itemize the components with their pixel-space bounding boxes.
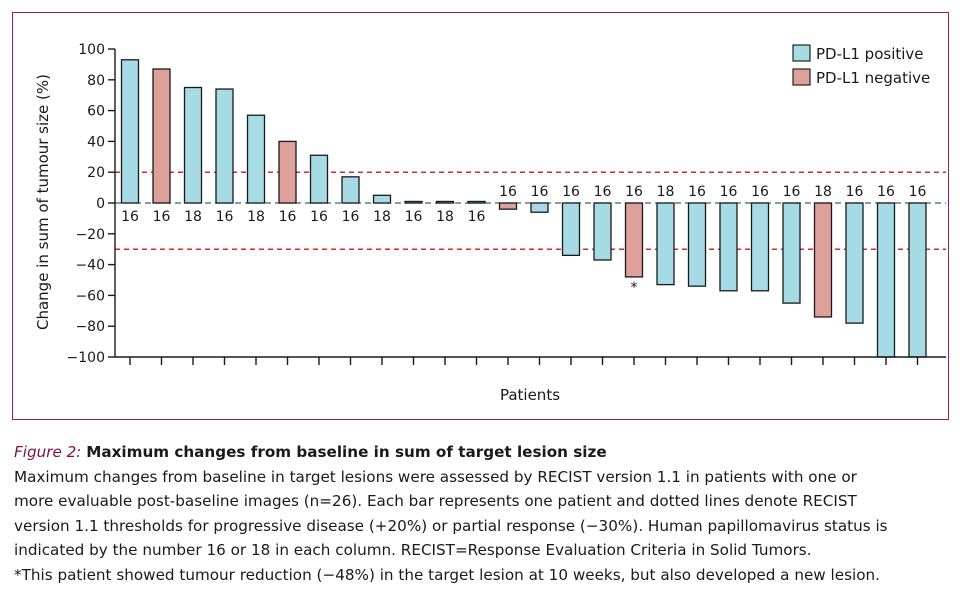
bar — [561, 202, 581, 257]
hpv-label: 16 — [468, 209, 486, 225]
y-axis-label: Change in sum of tumour size (%) — [34, 74, 52, 330]
hpv-label: 18 — [373, 209, 391, 225]
y-tick-label: 60 — [87, 104, 105, 120]
bar — [467, 200, 486, 204]
bar — [719, 202, 738, 292]
caption-line: more evaluable post-baseline images (n=2… — [14, 492, 857, 510]
y-tick-label: 0 — [96, 196, 105, 212]
caption-title: Figure 2: Maximum changes from baseline … — [14, 440, 954, 465]
hpv-label: 18 — [814, 184, 832, 200]
bar — [404, 200, 423, 204]
y-tick-label: −20 — [75, 227, 105, 243]
bar — [309, 154, 329, 204]
hpv-label: 18 — [184, 209, 202, 225]
asterisk-annotation: * — [631, 280, 638, 296]
figure-title: Maximum changes from baseline in sum of … — [86, 443, 607, 461]
bar — [876, 202, 896, 358]
hpv-label: 16 — [877, 184, 895, 200]
hpv-label: 18 — [657, 184, 675, 200]
bar — [530, 202, 549, 213]
legend-swatch-positive — [792, 44, 811, 62]
figure-frame — [12, 12, 949, 420]
bar — [624, 202, 644, 278]
y-tick-label: 80 — [87, 73, 105, 89]
figure-caption: Figure 2: Maximum changes from baseline … — [14, 440, 954, 587]
bar — [656, 202, 675, 286]
legend: PD-L1 positive PD-L1 negative — [792, 44, 930, 87]
hpv-label: 16 — [720, 184, 738, 200]
caption-line: version 1.1 thresholds for progressive d… — [14, 516, 888, 535]
bar — [278, 140, 297, 204]
bar — [845, 202, 864, 324]
hpv-label: 16 — [909, 184, 927, 200]
bar — [183, 86, 203, 204]
bar — [120, 59, 140, 204]
hpv-label: 16 — [531, 184, 549, 200]
bar — [498, 202, 518, 210]
hpv-label: 16 — [846, 184, 864, 200]
bar — [246, 114, 266, 204]
y-tick-label: −80 — [75, 319, 105, 335]
legend-label-positive: PD-L1 positive — [816, 45, 924, 63]
hpv-label: 16 — [310, 209, 328, 225]
bar — [593, 202, 612, 261]
bar — [435, 200, 455, 204]
bar — [152, 68, 171, 204]
hpv-label: 16 — [562, 184, 580, 200]
x-axis-label: Patients — [500, 386, 560, 404]
figure-label: Figure 2: — [14, 443, 82, 461]
hpv-label: 16 — [594, 184, 612, 200]
hpv-label: 16 — [688, 184, 706, 200]
hpv-label: 18 — [436, 209, 454, 225]
caption-line: indicated by the number 16 or 18 in each… — [14, 541, 812, 559]
hpv-label: 16 — [783, 184, 801, 200]
caption-line: Maximum changes from baseline in target … — [14, 467, 857, 486]
y-tick-label: 20 — [87, 165, 105, 181]
bar — [215, 88, 234, 204]
bar — [341, 176, 360, 204]
hpv-label: 16 — [216, 209, 234, 225]
hpv-label: 16 — [342, 209, 360, 225]
hpv-label: 16 — [153, 209, 171, 225]
y-tick-label: −40 — [75, 258, 105, 274]
bar — [782, 202, 801, 304]
hpv-label: 16 — [121, 209, 139, 225]
hpv-label: 16 — [499, 184, 517, 200]
hpv-label: 16 — [625, 184, 643, 200]
hpv-label: 16 — [405, 209, 423, 225]
y-tick-label: 100 — [78, 42, 105, 58]
bar — [687, 202, 707, 287]
bar — [372, 194, 392, 204]
y-tick-label: 40 — [87, 134, 105, 150]
bar — [908, 202, 927, 358]
y-tick-label: −60 — [75, 288, 105, 304]
bar-chart: 100 80 60 40 20 0 −20 −40 −60 −80 −100 16 16 18 16 18 16… — [34, 42, 946, 404]
legend-label-negative: PD-L1 negative — [816, 69, 930, 87]
hpv-label: 16 — [279, 209, 297, 225]
legend-swatch-negative — [792, 68, 811, 86]
hpv-label: 18 — [247, 209, 265, 225]
hpv-label: 16 — [751, 184, 769, 200]
y-tick-label: −100 — [67, 350, 105, 366]
bar — [750, 202, 770, 292]
bar — [813, 202, 833, 318]
caption-line: *This patient showed tumour reduction (−… — [14, 565, 880, 584]
